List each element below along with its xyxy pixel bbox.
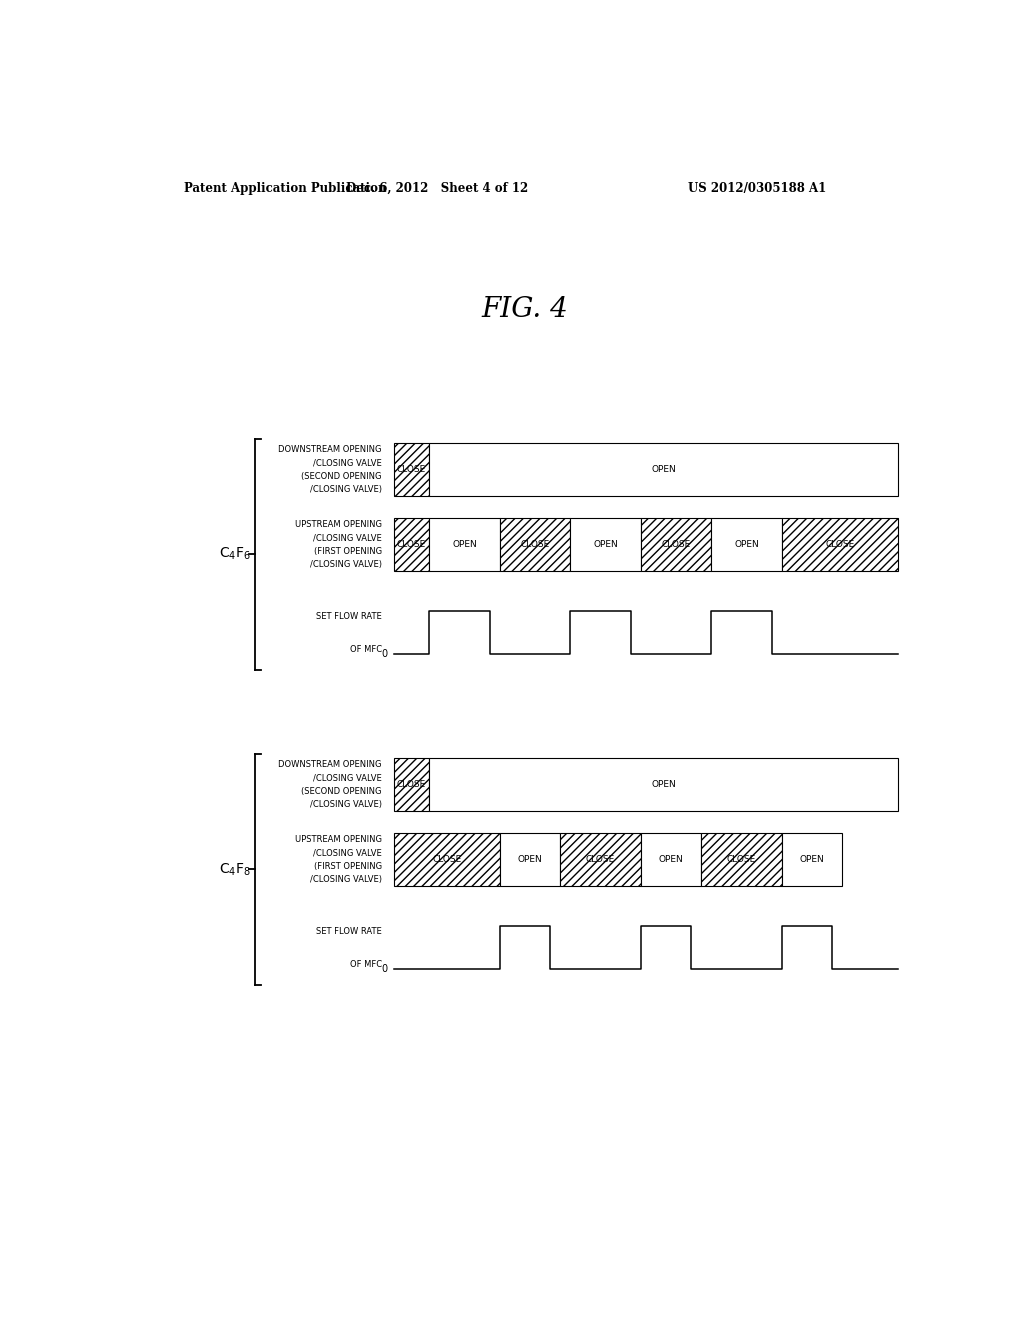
Text: UPSTREAM OPENING: UPSTREAM OPENING <box>295 520 382 529</box>
Text: OPEN: OPEN <box>651 780 676 789</box>
Text: CLOSE: CLOSE <box>432 855 462 865</box>
Text: DOWNSTREAM OPENING: DOWNSTREAM OPENING <box>279 445 382 454</box>
Bar <box>782 833 843 886</box>
Text: OF MFC: OF MFC <box>350 960 382 969</box>
Text: CLOSE: CLOSE <box>397 465 426 474</box>
Bar <box>394 444 429 496</box>
Text: Dec. 6, 2012   Sheet 4 of 12: Dec. 6, 2012 Sheet 4 of 12 <box>346 182 528 195</box>
Text: US 2012/0305188 A1: US 2012/0305188 A1 <box>688 182 826 195</box>
Bar <box>394 519 429 572</box>
Bar <box>641 519 712 572</box>
Text: (SECOND OPENING: (SECOND OPENING <box>301 787 382 796</box>
Text: OPEN: OPEN <box>658 855 683 865</box>
Text: CLOSE: CLOSE <box>727 855 756 865</box>
Text: OPEN: OPEN <box>593 540 617 549</box>
Text: /CLOSING VALVE): /CLOSING VALVE) <box>310 560 382 569</box>
Text: OPEN: OPEN <box>734 540 759 549</box>
Bar <box>394 758 429 810</box>
Text: (FIRST OPENING: (FIRST OPENING <box>313 862 382 871</box>
Text: CLOSE: CLOSE <box>397 540 426 549</box>
Bar <box>394 833 500 886</box>
Text: OPEN: OPEN <box>517 855 543 865</box>
Bar <box>429 444 898 496</box>
Text: Patent Application Publication: Patent Application Publication <box>183 182 386 195</box>
Text: SET FLOW RATE: SET FLOW RATE <box>316 927 382 936</box>
Text: 0: 0 <box>381 648 387 659</box>
Text: (SECOND OPENING: (SECOND OPENING <box>301 471 382 480</box>
Text: $\mathrm{C_4F_6}$: $\mathrm{C_4F_6}$ <box>219 546 251 562</box>
Text: DOWNSTREAM OPENING: DOWNSTREAM OPENING <box>279 760 382 770</box>
Bar <box>701 833 782 886</box>
Text: CLOSE: CLOSE <box>520 540 550 549</box>
Text: /CLOSING VALVE: /CLOSING VALVE <box>313 774 382 783</box>
Text: (FIRST OPENING: (FIRST OPENING <box>313 546 382 556</box>
Text: UPSTREAM OPENING: UPSTREAM OPENING <box>295 836 382 845</box>
Bar <box>429 519 500 572</box>
Text: /CLOSING VALVE: /CLOSING VALVE <box>313 849 382 858</box>
Text: /CLOSING VALVE): /CLOSING VALVE) <box>310 800 382 809</box>
Text: 0: 0 <box>381 964 387 974</box>
Text: /CLOSING VALVE): /CLOSING VALVE) <box>310 484 382 494</box>
Text: OPEN: OPEN <box>452 540 477 549</box>
Text: /CLOSING VALVE: /CLOSING VALVE <box>313 533 382 543</box>
Text: CLOSE: CLOSE <box>825 540 854 549</box>
Bar <box>641 833 701 886</box>
Text: $\mathrm{C_4F_8}$: $\mathrm{C_4F_8}$ <box>219 861 251 878</box>
Bar <box>500 833 560 886</box>
Text: OPEN: OPEN <box>800 855 824 865</box>
Text: /CLOSING VALVE: /CLOSING VALVE <box>313 458 382 467</box>
Bar <box>429 758 898 810</box>
Text: OF MFC: OF MFC <box>350 644 382 653</box>
Text: /CLOSING VALVE): /CLOSING VALVE) <box>310 875 382 884</box>
Text: CLOSE: CLOSE <box>586 855 615 865</box>
Bar <box>500 519 570 572</box>
Bar <box>712 519 782 572</box>
Text: OPEN: OPEN <box>651 465 676 474</box>
Text: SET FLOW RATE: SET FLOW RATE <box>316 611 382 620</box>
Text: CLOSE: CLOSE <box>662 540 690 549</box>
Text: CLOSE: CLOSE <box>397 780 426 789</box>
Bar <box>570 519 641 572</box>
Text: FIG. 4: FIG. 4 <box>481 296 568 322</box>
Bar <box>560 833 641 886</box>
Bar <box>782 519 898 572</box>
